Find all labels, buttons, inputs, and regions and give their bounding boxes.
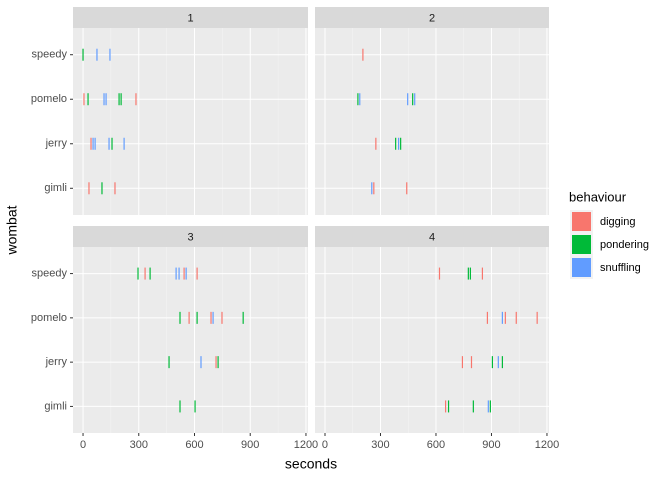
legend-label: pondering	[600, 239, 649, 251]
x-tick-label: 600	[185, 439, 203, 451]
y-axis-title: wombat	[4, 205, 20, 255]
legend-title: behaviour	[569, 189, 627, 204]
y-tick-label: jerry	[45, 356, 68, 368]
strip-label: 3	[187, 231, 193, 243]
x-tick-label: 1200	[535, 439, 559, 451]
strip-background	[315, 226, 549, 247]
x-tick-label: 900	[482, 439, 500, 451]
legend-key	[572, 212, 591, 231]
strip-label: 4	[429, 231, 435, 243]
x-tick-label: 0	[322, 439, 328, 451]
legend-label: digging	[600, 216, 635, 228]
x-tick-label: 300	[130, 439, 148, 451]
panel-background	[73, 247, 308, 433]
panel-background	[315, 247, 549, 433]
x-tick-label: 900	[241, 439, 259, 451]
y-tick-label: speedy	[32, 267, 68, 279]
x-tick-label: 600	[427, 439, 445, 451]
x-tick-label: 300	[371, 439, 389, 451]
y-tick-label: speedy	[32, 49, 68, 61]
panel-background	[315, 28, 549, 215]
y-tick-label: gimli	[44, 400, 67, 412]
x-tick-label: 1200	[294, 439, 318, 451]
legend-key	[572, 235, 591, 254]
legend-label: snuffling	[600, 262, 641, 274]
strip-label: 2	[429, 12, 435, 24]
y-tick-label: jerry	[45, 138, 68, 150]
strip-label: 1	[187, 12, 193, 24]
x-axis-title: seconds	[285, 456, 337, 472]
strip-background	[73, 7, 308, 28]
strip-background	[315, 7, 549, 28]
x-tick-label: 0	[80, 439, 86, 451]
strip-background	[73, 226, 308, 247]
legend-key	[572, 258, 591, 277]
y-tick-label: gimli	[44, 182, 67, 194]
y-tick-label: pomelo	[31, 93, 67, 105]
y-tick-label: pomelo	[31, 312, 67, 324]
panel-background	[73, 28, 308, 215]
